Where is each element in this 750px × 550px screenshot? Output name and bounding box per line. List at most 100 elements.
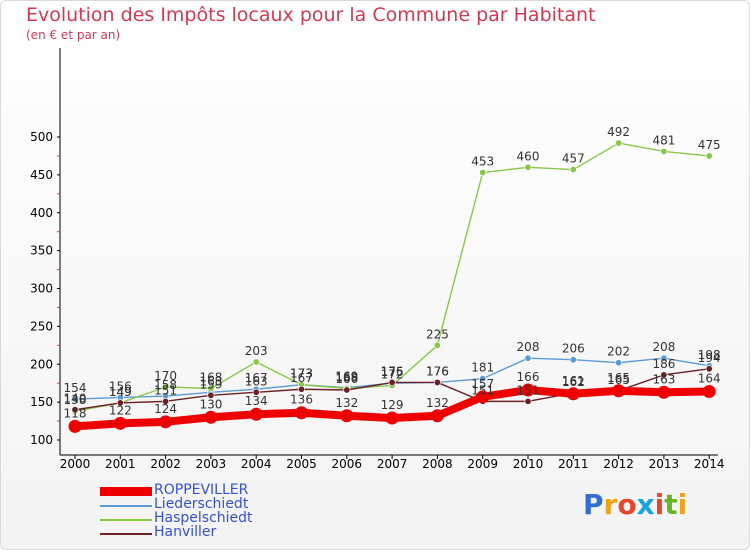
data-label: 186 [652,357,675,371]
data-point [566,387,580,401]
data-label: 149 [109,385,132,399]
data-label: 475 [698,138,721,152]
data-point [569,356,577,364]
logo-letter: P [583,488,604,521]
data-label: 168 [199,370,222,384]
data-label: 181 [471,361,494,375]
x-tick-label: 2009 [467,457,498,471]
data-label: 206 [562,342,585,356]
data-point [524,163,532,171]
legend-label: ROPPEVILLER [154,482,249,498]
data-label: 460 [517,149,540,163]
series-roppeviller [68,383,716,433]
data-point [702,385,716,399]
data-point [388,378,396,386]
data-label: 173 [290,367,313,381]
data-label: 118 [64,406,87,420]
legend-swatch [100,519,152,521]
data-label: 158 [154,378,177,392]
data-point [660,147,668,155]
data-label: 162 [562,375,585,389]
data-point [162,397,170,405]
data-label: 166 [517,370,540,384]
x-tick-label: 2007 [377,457,408,471]
data-label: 159 [199,377,222,391]
x-tick-label: 2011 [558,457,589,471]
data-label: 165 [607,373,630,387]
data-point [71,395,79,403]
data-label: 492 [607,125,630,139]
data-label: 208 [652,340,675,354]
data-point [116,399,124,407]
y-tick-label: 250 [30,319,53,333]
data-point [433,378,441,386]
x-tick-label: 2006 [332,457,363,471]
data-label: 208 [517,340,540,354]
data-label: 202 [607,345,630,359]
data-label: 198 [698,348,721,362]
data-point [612,384,626,398]
data-point [569,166,577,174]
data-label: 170 [154,369,177,383]
data-label: 138 [64,393,87,407]
data-point [204,410,218,424]
data-label: 163 [245,374,268,388]
x-tick-label: 2000 [60,457,91,471]
data-label: 176 [381,364,404,378]
logo-letter: o [617,488,637,521]
data-point [297,385,305,393]
logo-letter: i [677,488,688,521]
legend-swatch [100,505,152,507]
data-point [252,358,260,366]
x-tick-label: 2003 [196,457,227,471]
x-tick-label: 2004 [241,457,272,471]
data-point [207,391,215,399]
data-label: 134 [245,394,268,408]
chart-title: Evolution des Impôts locaux pour la Comm… [26,4,596,26]
data-point [295,406,308,420]
data-label: 154 [64,381,87,395]
data-label: 167 [245,371,268,385]
data-point [476,390,490,404]
data-label: 168 [335,370,358,384]
y-tick-label: 350 [30,244,53,258]
x-tick-label: 2002 [150,457,181,471]
data-label: 122 [109,403,132,417]
legend-swatch [100,487,152,496]
data-point [385,411,399,425]
legend-swatch [100,533,152,535]
data-point [705,365,713,373]
y-tick-label: 100 [30,433,53,447]
logo-letter: i [654,488,665,521]
data-point [343,386,351,394]
y-tick-label: 200 [30,357,53,371]
data-point [524,354,532,362]
data-label: 194 [698,351,721,365]
data-point [207,384,215,392]
data-label: 169 [335,370,358,384]
y-tick-label: 150 [30,395,53,409]
data-point [162,383,170,391]
data-point [159,415,173,429]
data-label: 151 [471,383,494,397]
data-point [615,359,623,367]
data-point [479,169,487,177]
data-label: 136 [290,393,313,407]
data-label: 130 [199,397,222,411]
data-point [479,375,487,383]
x-tick-label: 2008 [422,457,453,471]
legend-label: Haspelschiedt [154,510,253,526]
data-label: 457 [562,152,585,166]
data-point [249,407,263,421]
legend-label: Hanviller [154,524,217,540]
data-label: 164 [698,372,721,386]
data-label: 129 [381,398,404,412]
data-label: 481 [652,133,675,147]
data-point [433,341,441,349]
y-tick-label: 450 [30,168,53,182]
data-label: 163 [652,372,675,386]
data-point [660,354,668,362]
data-label: 167 [290,371,313,385]
